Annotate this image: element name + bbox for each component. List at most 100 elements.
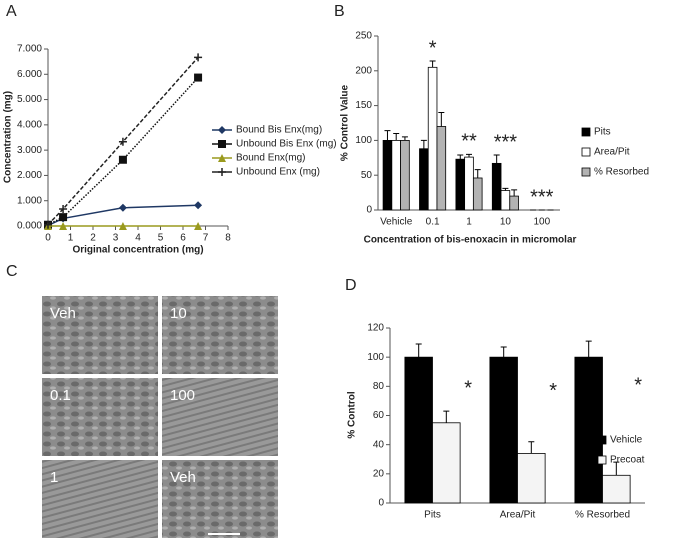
panel-letter: B bbox=[334, 3, 345, 20]
error-bar bbox=[457, 154, 464, 160]
error-bar bbox=[502, 187, 509, 191]
error-bar bbox=[511, 189, 518, 197]
error-bar bbox=[466, 153, 472, 158]
legend-marker bbox=[218, 168, 226, 176]
micrograph-label: Veh bbox=[170, 469, 196, 486]
y-tick-label: 0 bbox=[378, 498, 384, 509]
bar bbox=[400, 139, 410, 211]
significance: * bbox=[549, 380, 557, 402]
micrograph-label: 100 bbox=[170, 387, 195, 404]
legend-marker bbox=[218, 154, 226, 162]
x-tick-label: 6 bbox=[180, 233, 186, 244]
micrograph bbox=[162, 460, 278, 538]
x-axis-title: Concentration of bis-enoxacin in micromo… bbox=[364, 235, 577, 246]
legend-marker bbox=[218, 126, 226, 134]
y-tick-label: 80 bbox=[373, 381, 385, 392]
x-tick-label: 8 bbox=[225, 233, 231, 244]
bar bbox=[404, 356, 433, 504]
y-axis-title: Concentration (mg) bbox=[3, 91, 14, 183]
marker bbox=[194, 201, 203, 210]
bar bbox=[419, 148, 429, 211]
bar bbox=[427, 66, 438, 211]
bar bbox=[500, 190, 511, 211]
error-bar bbox=[393, 132, 400, 141]
bar bbox=[472, 177, 483, 211]
y-tick-label: 50 bbox=[361, 170, 373, 181]
bar bbox=[436, 126, 447, 211]
error-bar bbox=[528, 441, 535, 454]
significance: * bbox=[464, 377, 472, 399]
x-tick-label: 2 bbox=[90, 233, 96, 244]
legend-label: Unbound Bis Enx (mg) bbox=[236, 139, 337, 150]
marker bbox=[44, 220, 52, 229]
x-tick-label: Vehicle bbox=[380, 217, 413, 228]
x-tick-label: 0 bbox=[45, 233, 51, 244]
legend-label: Precoat bbox=[610, 455, 645, 466]
micrograph bbox=[162, 378, 278, 456]
micrograph bbox=[162, 296, 278, 374]
bar bbox=[391, 139, 401, 211]
y-tick-label: 200 bbox=[355, 65, 372, 76]
y-tick-label: 150 bbox=[355, 100, 372, 111]
y-tick-label: 4.000 bbox=[17, 119, 42, 130]
series-line bbox=[47, 56, 199, 226]
micrograph bbox=[42, 378, 158, 456]
marker bbox=[59, 205, 68, 214]
x-tick-label: 7 bbox=[203, 233, 209, 244]
x-axis-title: Original concentration (mg) bbox=[72, 245, 203, 256]
error-bar bbox=[384, 130, 391, 141]
significance: * bbox=[634, 374, 642, 396]
y-tick-label: 60 bbox=[373, 410, 385, 421]
legend-label: Bound Bis Enx(mg) bbox=[236, 125, 322, 136]
y-tick-label: 250 bbox=[355, 31, 372, 42]
error-bar bbox=[585, 340, 592, 358]
x-tick-label: 5 bbox=[158, 233, 164, 244]
marker bbox=[194, 222, 203, 230]
y-tick-label: 6.000 bbox=[17, 69, 42, 80]
legend-label: Vehicle bbox=[610, 435, 643, 446]
x-tick-label: 1 bbox=[466, 217, 472, 228]
error-bar bbox=[443, 410, 450, 423]
legend-swatch bbox=[581, 167, 591, 177]
x-tick-label: Pits bbox=[424, 510, 441, 521]
significance: ** bbox=[461, 131, 477, 153]
marker bbox=[118, 203, 127, 212]
marker bbox=[59, 222, 68, 230]
error-bar bbox=[500, 346, 507, 358]
y-tick-label: 3.000 bbox=[17, 145, 42, 156]
panel-letter: D bbox=[345, 277, 357, 294]
y-tick-label: 1.000 bbox=[17, 195, 42, 206]
legend-swatch bbox=[597, 455, 607, 465]
series-line bbox=[47, 204, 199, 227]
bar bbox=[489, 356, 518, 504]
x-tick-label: 1 bbox=[68, 233, 74, 244]
y-tick-label: 5.000 bbox=[17, 94, 42, 105]
marker bbox=[118, 222, 127, 230]
y-tick-label: 7.000 bbox=[17, 44, 42, 55]
y-tick-label: 2.000 bbox=[17, 170, 42, 181]
legend-label: Unbound Enx (mg) bbox=[236, 167, 320, 178]
x-tick-label: 3 bbox=[113, 233, 119, 244]
y-tick-label: 120 bbox=[367, 323, 384, 334]
micrograph bbox=[42, 296, 158, 374]
error-bar bbox=[415, 343, 422, 358]
significance: * bbox=[429, 37, 437, 59]
micrograph-label: Veh bbox=[50, 305, 76, 322]
legend-marker bbox=[218, 140, 226, 148]
y-tick-label: 20 bbox=[373, 468, 385, 479]
legend-label: Bound Enx(mg) bbox=[236, 153, 305, 164]
micrograph-label: 10 bbox=[170, 305, 187, 322]
y-tick-label: 0 bbox=[366, 205, 372, 216]
bar bbox=[464, 156, 474, 211]
micrograph-label: 1 bbox=[50, 469, 58, 486]
error-bar bbox=[613, 461, 620, 476]
series-line bbox=[47, 77, 199, 226]
marker bbox=[59, 213, 68, 222]
micrograph bbox=[42, 460, 158, 538]
marker bbox=[118, 137, 127, 146]
legend-swatch bbox=[581, 127, 591, 137]
marker bbox=[194, 53, 203, 62]
bar bbox=[382, 139, 393, 211]
y-axis-title: % Control bbox=[347, 391, 358, 438]
x-tick-label: 4 bbox=[135, 233, 141, 244]
